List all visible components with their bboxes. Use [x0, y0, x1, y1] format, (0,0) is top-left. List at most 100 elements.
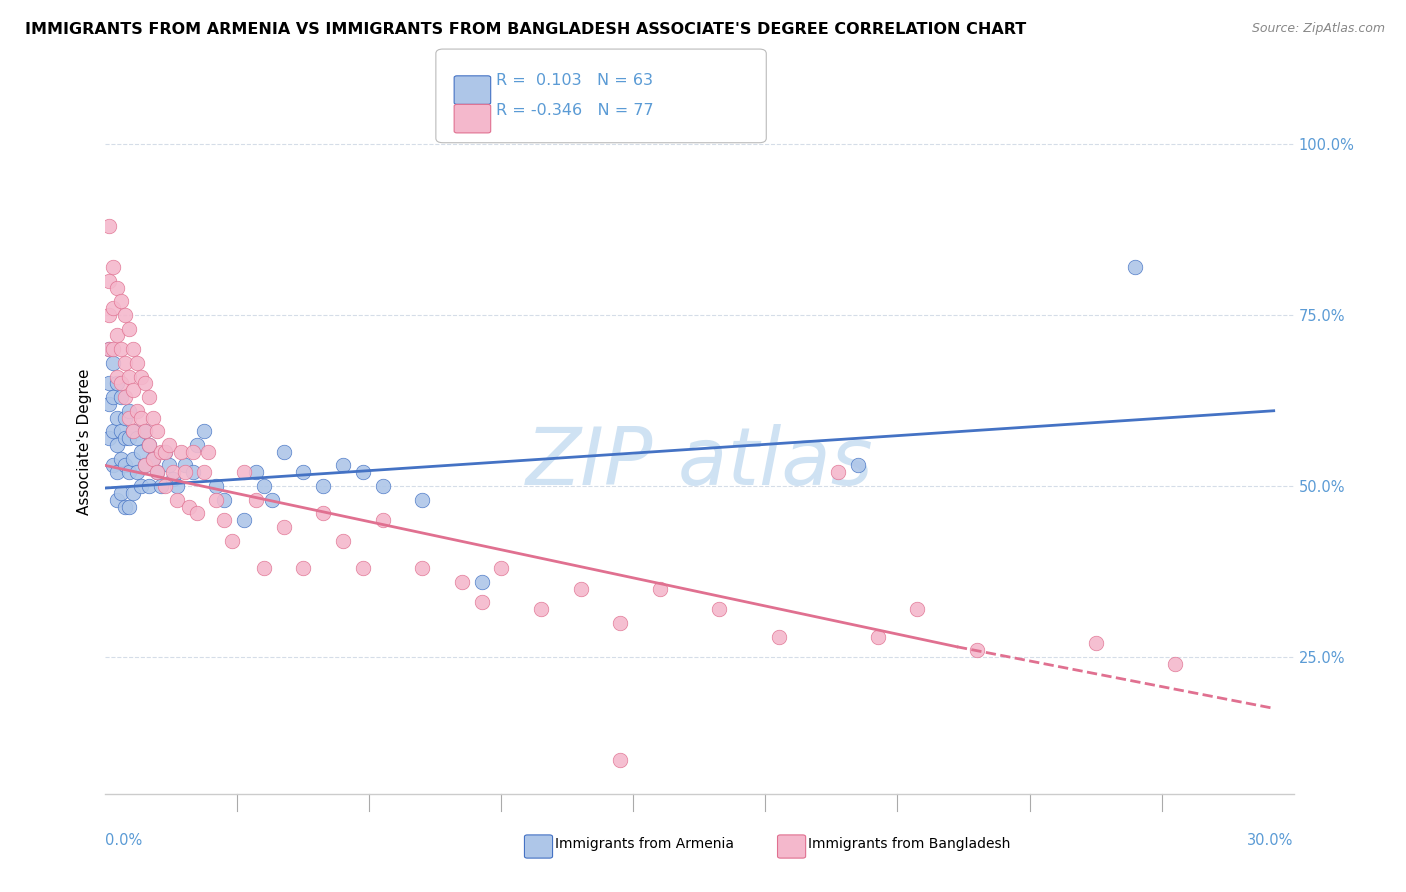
Point — [273, 520, 295, 534]
Point — [134, 424, 156, 438]
Point — [411, 492, 433, 507]
Point — [122, 486, 145, 500]
Point — [103, 458, 125, 473]
Point — [1084, 636, 1107, 650]
Point — [103, 260, 125, 274]
Point — [103, 301, 125, 315]
Point — [233, 466, 256, 480]
Point — [98, 274, 121, 288]
Point — [105, 410, 128, 425]
Point — [253, 479, 276, 493]
Point — [181, 466, 204, 480]
Point — [233, 513, 256, 527]
Point — [138, 438, 160, 452]
Point — [609, 615, 631, 630]
Point — [122, 342, 145, 356]
Point — [166, 479, 188, 493]
Point — [186, 438, 208, 452]
Point — [709, 602, 731, 616]
Point — [197, 445, 219, 459]
Point — [312, 507, 335, 521]
Point — [157, 438, 180, 452]
Point — [98, 397, 121, 411]
Point — [181, 445, 204, 459]
Point — [122, 451, 145, 466]
Point — [110, 451, 132, 466]
Text: R = -0.346   N = 77: R = -0.346 N = 77 — [496, 103, 654, 118]
Text: 30.0%: 30.0% — [1247, 832, 1294, 847]
Text: Immigrants from Armenia: Immigrants from Armenia — [555, 837, 734, 851]
Point — [110, 376, 132, 391]
Point — [105, 280, 128, 294]
Point — [105, 492, 128, 507]
Point — [352, 466, 374, 480]
Point — [411, 561, 433, 575]
Point — [162, 466, 184, 480]
Point — [114, 500, 136, 514]
Point — [103, 424, 125, 438]
Point — [114, 410, 136, 425]
Point — [193, 466, 215, 480]
Text: Source: ZipAtlas.com: Source: ZipAtlas.com — [1251, 22, 1385, 36]
Point — [127, 431, 149, 445]
Point — [114, 356, 136, 370]
Point — [118, 321, 141, 335]
Point — [118, 410, 141, 425]
Point — [142, 451, 165, 466]
Point — [332, 533, 354, 548]
Point — [471, 595, 494, 609]
Point — [110, 294, 132, 309]
Point — [122, 424, 145, 438]
Point — [142, 451, 165, 466]
Point — [332, 458, 354, 473]
Point — [292, 561, 315, 575]
Point — [129, 445, 152, 459]
Point — [138, 479, 160, 493]
Point — [98, 308, 121, 322]
Point — [127, 403, 149, 417]
Point — [245, 492, 267, 507]
Point — [98, 431, 121, 445]
Point — [149, 445, 172, 459]
Point — [866, 630, 889, 644]
Point — [129, 410, 152, 425]
Point — [138, 438, 160, 452]
Point — [110, 342, 132, 356]
Point — [166, 492, 188, 507]
Point — [153, 445, 176, 459]
Point — [103, 390, 125, 404]
Point — [846, 458, 869, 473]
Point — [157, 458, 180, 473]
Point — [105, 438, 128, 452]
Point — [114, 431, 136, 445]
Point — [1164, 657, 1187, 671]
Text: 0.0%: 0.0% — [105, 832, 142, 847]
Y-axis label: Associate's Degree: Associate's Degree — [77, 368, 93, 515]
Point — [138, 390, 160, 404]
Point — [114, 458, 136, 473]
Point — [98, 342, 121, 356]
Text: Immigrants from Bangladesh: Immigrants from Bangladesh — [808, 837, 1011, 851]
Point — [114, 390, 136, 404]
Point — [205, 492, 228, 507]
Point — [966, 643, 988, 657]
Point — [371, 513, 394, 527]
Point — [149, 479, 172, 493]
Point — [105, 376, 128, 391]
Point — [371, 479, 394, 493]
Point — [173, 466, 195, 480]
Point — [122, 383, 145, 397]
Text: IMMIGRANTS FROM ARMENIA VS IMMIGRANTS FROM BANGLADESH ASSOCIATE'S DEGREE CORRELA: IMMIGRANTS FROM ARMENIA VS IMMIGRANTS FR… — [25, 22, 1026, 37]
Point — [153, 479, 176, 493]
Point — [827, 466, 849, 480]
Point — [114, 308, 136, 322]
Point — [127, 356, 149, 370]
Point — [221, 533, 243, 548]
Point — [98, 342, 121, 356]
Point — [129, 369, 152, 384]
Point — [110, 486, 132, 500]
Point — [118, 500, 141, 514]
Point — [134, 458, 156, 473]
Point — [134, 458, 156, 473]
Point — [153, 445, 176, 459]
